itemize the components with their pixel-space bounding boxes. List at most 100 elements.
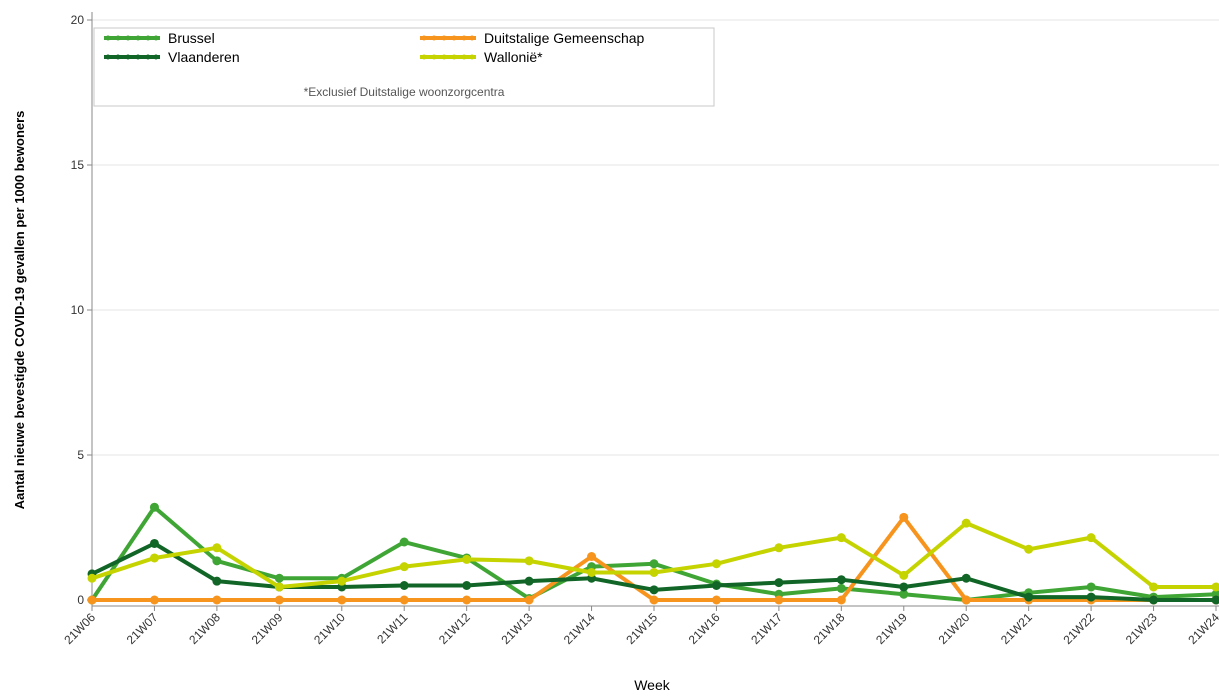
- legend-marker: [115, 54, 121, 60]
- x-tick-label: 21W19: [873, 610, 910, 647]
- legend-marker: [153, 54, 159, 60]
- data-point: [212, 576, 222, 586]
- data-point: [1149, 582, 1159, 592]
- data-point: [212, 543, 222, 553]
- data-point: [399, 581, 409, 590]
- legend: *Exclusief Duitstalige woonzorgcentra Br…: [93, 27, 715, 107]
- x-tick-label: 21W09: [249, 610, 286, 647]
- data-point: [524, 576, 534, 586]
- legend-marker: [441, 35, 447, 41]
- data-point: [836, 533, 846, 543]
- data-point: [149, 502, 159, 512]
- legend-marker: [469, 35, 475, 41]
- data-point: [149, 595, 159, 605]
- data-point: [961, 573, 971, 583]
- x-tick-label: 21W24: [1185, 610, 1219, 647]
- series-3: [87, 518, 1219, 592]
- data-point: [212, 556, 222, 566]
- x-tick-label: 21W15: [623, 610, 660, 647]
- legend-marker: [431, 35, 437, 41]
- y-tick-labels: 0 5 10 15 20: [71, 13, 85, 607]
- y-tick-label: 20: [71, 13, 85, 27]
- series-lines: [87, 502, 1219, 605]
- data-point: [1149, 595, 1159, 605]
- legend-marker: [145, 35, 151, 41]
- legend-marker: [125, 54, 131, 60]
- data-point: [399, 537, 409, 547]
- data-point: [524, 595, 534, 605]
- legend-marker: [153, 35, 159, 41]
- data-point: [899, 589, 909, 599]
- data-point: [711, 581, 721, 590]
- legend-marker: [421, 35, 427, 41]
- data-point: [274, 573, 284, 583]
- data-point: [337, 595, 347, 605]
- x-tick-label: 21W22: [1060, 610, 1097, 647]
- x-tick-label: 21W12: [436, 610, 473, 647]
- y-tick-label: 0: [77, 593, 84, 607]
- data-point: [1024, 544, 1034, 554]
- x-tick-label: 21W17: [748, 610, 785, 647]
- data-point: [899, 582, 909, 592]
- y-tick-label: 5: [77, 448, 84, 462]
- legend-marker: [421, 54, 427, 60]
- legend-marker: [441, 54, 447, 60]
- legend-marker: [135, 35, 141, 41]
- legend-label: Duitstalige Gemeenschap: [484, 30, 645, 46]
- data-point: [774, 543, 784, 553]
- data-point: [149, 553, 159, 563]
- legend-marker: [431, 54, 437, 60]
- x-tick-label: 21W21: [998, 610, 1035, 647]
- data-point: [399, 562, 409, 572]
- data-point: [212, 595, 222, 605]
- x-tick-label: 21W20: [936, 610, 973, 647]
- legend-box: [93, 27, 715, 107]
- data-point: [337, 576, 347, 586]
- legend-marker: [105, 54, 111, 60]
- data-point: [87, 595, 97, 605]
- data-point: [524, 556, 534, 566]
- data-point: [774, 578, 784, 588]
- x-tick-label: 21W14: [561, 610, 598, 647]
- series-line: [90, 521, 1218, 589]
- y-axis-title: Aantal nieuwe bevestigde COVID-19 gevall…: [12, 111, 27, 510]
- data-point: [649, 595, 659, 605]
- data-point: [836, 575, 846, 585]
- data-point: [711, 559, 721, 569]
- legend-note: *Exclusief Duitstalige woonzorgcentra: [304, 85, 505, 99]
- data-point: [836, 595, 846, 605]
- data-point: [711, 595, 721, 605]
- legend-marker: [125, 35, 131, 41]
- legend-marker: [135, 54, 141, 60]
- legend-marker: [451, 54, 457, 60]
- legend-marker: [461, 54, 467, 60]
- data-point: [899, 512, 909, 522]
- data-point: [1211, 595, 1219, 605]
- data-point: [399, 595, 409, 605]
- legend-marker: [105, 35, 111, 41]
- data-point: [149, 538, 159, 548]
- data-point: [649, 559, 659, 569]
- x-tick-labels: 21W06 21W07 21W08 21W09 21W10 21W11 21W12 21W13…: [61, 610, 1219, 647]
- data-point: [87, 573, 97, 583]
- data-point: [274, 595, 284, 605]
- legend-label: Vlaanderen: [168, 49, 240, 65]
- data-point: [587, 567, 597, 577]
- data-point: [774, 595, 784, 605]
- legend-marker: [451, 35, 457, 41]
- y-tick-label: 10: [71, 303, 85, 317]
- data-point: [1086, 592, 1096, 602]
- x-axis-title: Week: [634, 677, 671, 693]
- data-point: [961, 595, 971, 605]
- data-point: [899, 570, 909, 580]
- x-tick-label: 21W07: [124, 610, 161, 647]
- data-point: [274, 582, 284, 592]
- x-tick-label: 21W23: [1123, 610, 1160, 647]
- data-point: [587, 552, 597, 561]
- data-point: [462, 554, 472, 564]
- data-point: [1086, 533, 1096, 543]
- legend-marker: [469, 54, 475, 60]
- data-point: [1086, 582, 1096, 592]
- data-point: [462, 595, 472, 605]
- legend-marker: [145, 54, 151, 60]
